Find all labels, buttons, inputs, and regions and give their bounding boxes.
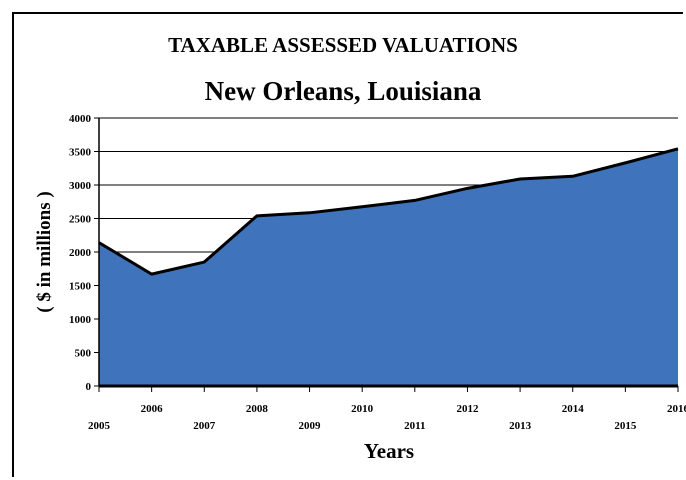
x-tick-label-2005: 2005 xyxy=(88,420,111,432)
y-tick-label-2000: 2000 xyxy=(69,247,92,259)
x-tick-label-2007: 2007 xyxy=(193,420,216,432)
y-tick-label-2500: 2500 xyxy=(69,214,92,226)
y-axis-label: ( $ in millions ) xyxy=(34,191,55,312)
x-tick-labels: 2005 2006 2007 2008 2009 2010 2011 2012 2013 2014… xyxy=(88,403,686,432)
area-series-line xyxy=(98,147,679,276)
chart-subtitle: New Orleans, Louisiana xyxy=(204,76,482,106)
y-tick-label-500: 500 xyxy=(75,348,92,360)
y-tick-label-4000: 4000 xyxy=(69,113,92,125)
x-tick-label-2016: 2016 xyxy=(667,403,686,415)
x-axis-label: Years xyxy=(364,439,414,463)
chart-title: TAXABLE ASSESSED VALUATIONS xyxy=(168,33,518,57)
x-tick-label-2012: 2012 xyxy=(456,403,479,415)
x-tick-label-2008: 2008 xyxy=(246,403,269,415)
x-tick-label-2009: 2009 xyxy=(299,420,322,432)
y-tick-label-0: 0 xyxy=(86,381,92,393)
x-tick-label-2014: 2014 xyxy=(562,403,585,415)
y-tick-labels: 0 500 1000 1500 2000 2500 3000 3500 4000 xyxy=(69,113,92,393)
x-tick-label-2006: 2006 xyxy=(141,403,164,415)
x-tick-label-2015: 2015 xyxy=(614,420,637,432)
y-tick-label-1000: 1000 xyxy=(69,314,92,326)
y-tick-label-3500: 3500 xyxy=(69,147,92,159)
axes xyxy=(94,117,679,392)
x-tick-label-2011: 2011 xyxy=(404,420,425,432)
x-tick-label-2010: 2010 xyxy=(351,403,374,415)
area-series-fill xyxy=(99,148,678,386)
y-tick-label-1500: 1500 xyxy=(69,281,92,293)
y-tick-label-3000: 3000 xyxy=(69,180,92,192)
x-tick-label-2013: 2013 xyxy=(509,420,532,432)
